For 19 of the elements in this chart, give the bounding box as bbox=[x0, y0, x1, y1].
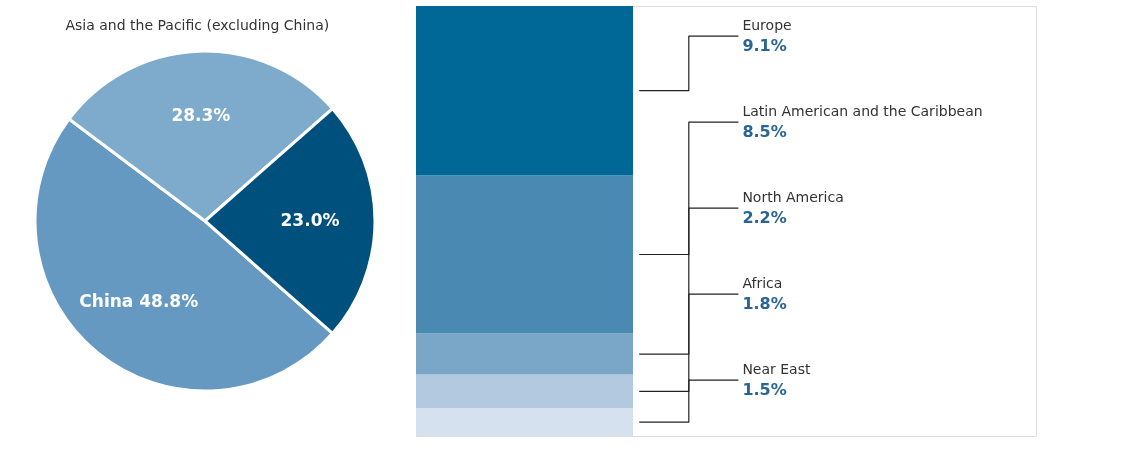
bar bbox=[416, 374, 633, 409]
text: Africa bbox=[742, 275, 783, 292]
bar bbox=[416, 175, 633, 334]
data-label: 9.1% bbox=[742, 36, 787, 56]
bar bbox=[416, 408, 633, 436]
data-label: 2.2% bbox=[742, 208, 787, 228]
data-label: 8.5% bbox=[742, 122, 787, 142]
text: North America bbox=[742, 189, 844, 206]
data-label: 28.3% bbox=[171, 105, 231, 126]
slice-label: China 48.8% bbox=[79, 291, 199, 312]
data-label: 23.0% bbox=[280, 210, 340, 230]
text: Latin American and the Caribbean bbox=[742, 103, 983, 120]
text: Near East bbox=[742, 361, 811, 378]
bar bbox=[416, 6, 633, 176]
bar bbox=[416, 333, 633, 375]
data-label: 1.5% bbox=[742, 380, 787, 400]
data-label: 1.8% bbox=[742, 294, 787, 314]
text: Europe bbox=[742, 17, 792, 34]
slice-label: Asia and the Pacific (excluding China) bbox=[65, 17, 330, 34]
